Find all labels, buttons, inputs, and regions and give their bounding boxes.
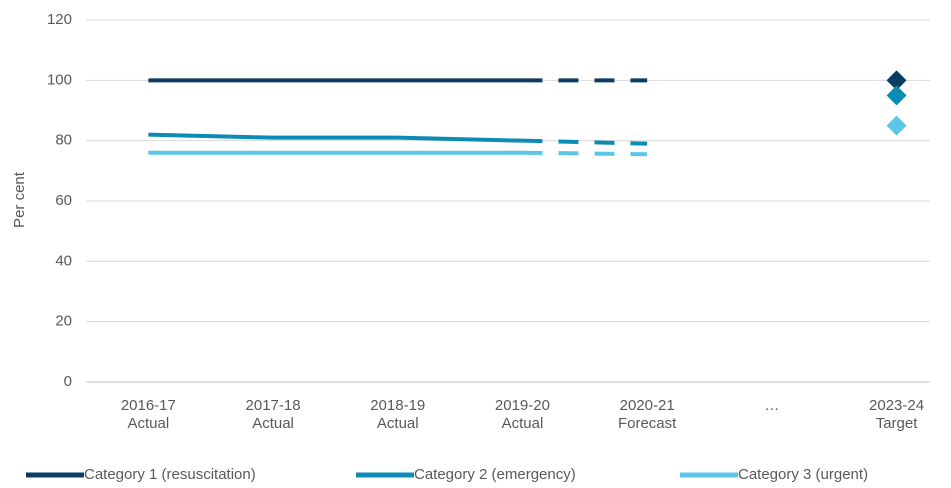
y-tick-label: 40 — [55, 252, 72, 269]
x-tick-label: Actual — [377, 415, 419, 432]
y-tick-label: 80 — [55, 132, 72, 149]
y-tick-label: 60 — [55, 192, 72, 209]
x-tick-label: Actual — [127, 415, 169, 432]
x-tick-label: … — [764, 397, 779, 414]
x-tick-label: Target — [876, 415, 919, 432]
x-tick-label: Forecast — [618, 415, 677, 432]
legend-label: Category 3 (urgent) — [738, 466, 868, 483]
y-tick-label: 20 — [55, 313, 72, 330]
x-tick-label: 2019-20 — [495, 397, 550, 414]
y-tick-label: 120 — [47, 11, 72, 28]
y-tick-label: 0 — [64, 373, 72, 390]
target-marker — [886, 70, 907, 91]
forecast-line — [522, 150, 648, 157]
x-tick-label: Actual — [502, 415, 544, 432]
y-axis-label: Per cent — [11, 171, 28, 228]
legend-label: Category 1 (resuscitation) — [84, 466, 256, 483]
target-marker — [886, 115, 907, 136]
series-line — [148, 132, 523, 143]
x-tick-label: 2018-19 — [370, 397, 425, 414]
x-tick-label: 2016-17 — [121, 397, 176, 414]
x-tick-label: Actual — [252, 415, 294, 432]
x-tick-label: 2017-18 — [246, 397, 301, 414]
legend-label: Category 2 (emergency) — [414, 466, 576, 483]
x-tick-label: 2020-21 — [620, 397, 675, 414]
x-tick-label: 2023-24 — [869, 397, 924, 414]
target-marker — [886, 85, 907, 106]
y-tick-label: 100 — [47, 71, 72, 88]
